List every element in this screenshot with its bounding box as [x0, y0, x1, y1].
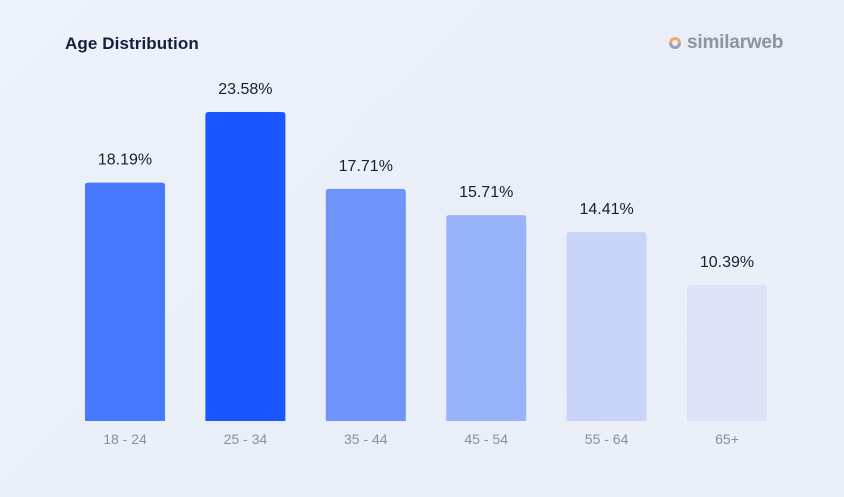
data-label: 17.71%	[339, 158, 393, 175]
bar-18-24	[85, 182, 165, 421]
x-tick-label: 55 - 64	[585, 431, 629, 447]
brand-name: similarweb	[687, 32, 784, 53]
data-label: 10.39%	[700, 254, 754, 271]
x-tick-label: 35 - 44	[344, 431, 388, 447]
data-label: 23.58%	[218, 81, 272, 98]
bar-55-64	[566, 232, 647, 421]
x-tick-label: 65+	[715, 431, 739, 447]
data-label: 18.19%	[98, 152, 152, 169]
bar-45-54	[446, 215, 527, 421]
x-tick-label: 25 - 34	[224, 431, 268, 447]
data-label: 14.41%	[579, 201, 633, 218]
bar-35-44	[325, 188, 406, 421]
similarweb-logo-icon	[669, 37, 681, 49]
x-tick-label: 45 - 54	[464, 431, 508, 447]
similarweb-logo: similarweb	[668, 31, 783, 55]
bar-65plus	[687, 284, 767, 421]
chart-title: Age Distribution	[65, 34, 199, 53]
bar-25-34	[205, 112, 286, 421]
x-tick-label: 18 - 24	[103, 431, 147, 447]
data-label: 15.71%	[459, 184, 513, 201]
